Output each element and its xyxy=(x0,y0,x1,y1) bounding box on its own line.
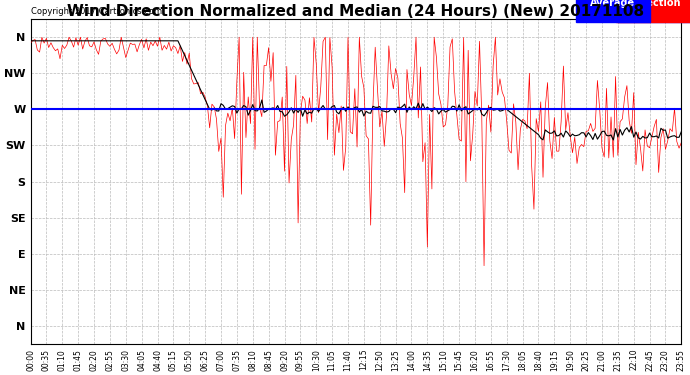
Title: Wind Direction Normalized and Median (24 Hours) (New) 20171108: Wind Direction Normalized and Median (24… xyxy=(68,4,644,19)
Text: Direction: Direction xyxy=(630,0,680,8)
Text: Average: Average xyxy=(633,0,678,8)
Text: Copyright 2017 Cartronics.com: Copyright 2017 Cartronics.com xyxy=(31,7,162,16)
Text: Average: Average xyxy=(590,0,635,8)
